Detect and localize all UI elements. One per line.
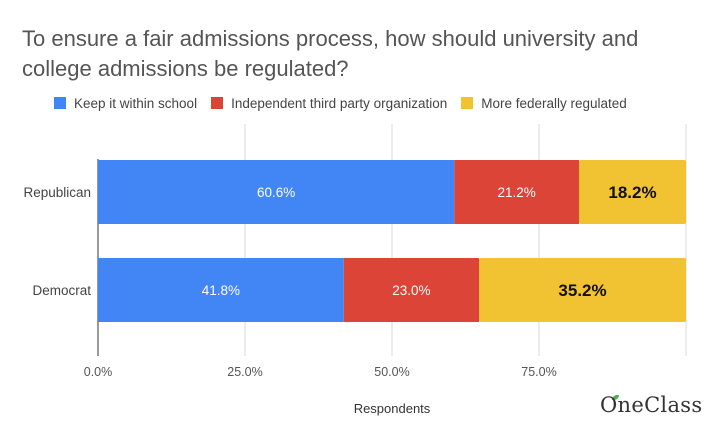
category-label: Democrat bbox=[32, 283, 91, 298]
bar-segment bbox=[343, 258, 480, 322]
bar-segment bbox=[479, 258, 686, 322]
legend-label: Independent third party organization bbox=[231, 95, 448, 111]
category-label: Republican bbox=[23, 185, 91, 200]
bar-segment bbox=[98, 258, 344, 322]
data-label: 21.2% bbox=[498, 185, 536, 200]
x-tick-label: 0.0% bbox=[84, 365, 113, 379]
legend-label: Keep it within school bbox=[74, 95, 198, 111]
x-axis-label: Respondents bbox=[353, 401, 431, 416]
x-tick-label: 25.0% bbox=[227, 365, 262, 379]
x-tick-label: 50.0% bbox=[374, 365, 409, 379]
data-label: 23.0% bbox=[392, 283, 430, 298]
legend-label: More federally regulated bbox=[481, 95, 627, 111]
data-label: 41.8% bbox=[202, 283, 240, 298]
legend-item-independent-third-party: Independent third party organization bbox=[211, 96, 447, 111]
legend-swatch bbox=[461, 97, 474, 109]
bar-segment bbox=[98, 160, 455, 224]
bar-segment bbox=[454, 160, 579, 224]
data-label: 18.2% bbox=[608, 183, 656, 202]
legend-swatch bbox=[54, 97, 66, 109]
data-label: 60.6% bbox=[257, 185, 295, 200]
bar-segment bbox=[578, 160, 686, 224]
oneclass-logo: OneClass bbox=[600, 393, 703, 417]
leaf-icon bbox=[612, 395, 619, 400]
chart-title: To ensure a fair admissions process, how… bbox=[22, 26, 639, 81]
legend-item-more-federally-regulated: More federally regulated bbox=[461, 96, 627, 111]
x-tick-label: 75.0% bbox=[521, 365, 556, 379]
data-label: 35.2% bbox=[558, 281, 606, 300]
legend-item-keep-within-school: Keep it within school bbox=[54, 96, 197, 111]
legend: Keep it within school Independent third … bbox=[54, 94, 641, 112]
legend-swatch bbox=[211, 97, 224, 109]
